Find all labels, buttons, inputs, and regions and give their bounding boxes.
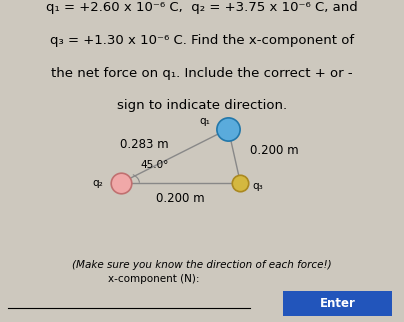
- Text: q₂: q₂: [92, 178, 103, 188]
- Point: [118, 180, 124, 185]
- Text: 0.283 m: 0.283 m: [120, 138, 169, 151]
- Point: [225, 126, 231, 131]
- Text: 45.0°: 45.0°: [141, 160, 169, 170]
- Text: the net force on q₁. Include the correct + or -: the net force on q₁. Include the correct…: [51, 67, 353, 80]
- Text: Enter: Enter: [320, 297, 355, 310]
- Text: (Make sure you know the direction of each force!): (Make sure you know the direction of eac…: [72, 260, 332, 270]
- Text: sign to indicate direction.: sign to indicate direction.: [117, 99, 287, 112]
- FancyBboxPatch shape: [283, 291, 392, 316]
- Text: x-component (N):: x-component (N):: [108, 274, 199, 284]
- Text: q₁: q₁: [199, 116, 210, 126]
- Text: q₁ = +2.60 x 10⁻⁶ C,  q₂ = +3.75 x 10⁻⁶ C, and: q₁ = +2.60 x 10⁻⁶ C, q₂ = +3.75 x 10⁻⁶ C…: [46, 1, 358, 14]
- Text: q₃: q₃: [252, 181, 263, 191]
- Point: [237, 180, 244, 185]
- Text: 0.200 m: 0.200 m: [250, 144, 299, 157]
- Text: q₃ = +1.30 x 10⁻⁶ C. Find the x-component of: q₃ = +1.30 x 10⁻⁶ C. Find the x-componen…: [50, 34, 354, 47]
- Text: 0.200 m: 0.200 m: [156, 192, 205, 205]
